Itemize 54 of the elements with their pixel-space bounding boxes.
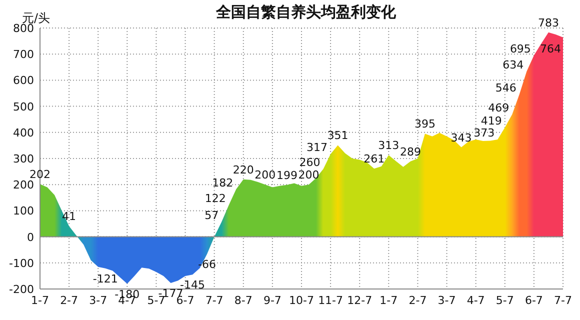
data-label: 317: [306, 141, 328, 154]
x-tick-label: 10-7: [289, 294, 314, 307]
y-tick-label: 800: [13, 22, 34, 35]
data-label: 261: [364, 152, 385, 166]
y-tick-label: 700: [13, 48, 34, 62]
chart-title: 全国自繁自养头均盈利变化: [215, 3, 397, 21]
data-label: 220: [232, 163, 254, 176]
y-tick-label: 600: [13, 74, 34, 88]
x-tick-label: 3-7: [438, 294, 456, 307]
data-label: 695: [510, 42, 531, 56]
x-tick-label: 4-7: [466, 294, 485, 307]
data-label: 260: [299, 156, 320, 169]
data-label: 783: [538, 16, 559, 30]
x-tick-label: 7-7: [554, 294, 572, 307]
x-tick-label: 1-7: [31, 294, 49, 307]
data-label: 313: [378, 139, 400, 152]
y-tick-label: 300: [13, 152, 34, 166]
x-tick-label: 1-7: [380, 294, 398, 307]
y-tick-label: 500: [13, 100, 34, 114]
data-label: 122: [204, 192, 226, 205]
y-tick-label: 400: [13, 126, 34, 140]
data-label: 634: [502, 58, 524, 72]
data-label: 351: [327, 129, 348, 142]
x-tick-label: 12-7: [347, 294, 372, 307]
x-tick-label: 2-7: [408, 294, 427, 307]
data-label: 202: [30, 168, 50, 182]
data-label: 373: [474, 126, 495, 140]
x-tick-label: 5-7: [496, 294, 514, 307]
data-label: 469: [488, 101, 510, 114]
x-tick-label: 3-7: [89, 294, 108, 307]
y-tick-label: -200: [9, 283, 34, 296]
data-label: 182: [212, 176, 234, 190]
x-tick-label: 6-7: [176, 294, 194, 307]
y-axis-title: 元/头: [22, 11, 50, 25]
data-label: 57: [204, 208, 219, 222]
x-tick-label: 11-7: [318, 294, 344, 307]
x-tick-label: 2-7: [60, 294, 78, 307]
data-label: 199: [276, 168, 298, 182]
y-tick-label: -100: [9, 256, 34, 270]
x-tick-label: 9-7: [263, 294, 282, 307]
data-label: 764: [540, 42, 561, 56]
data-label: 395: [414, 118, 436, 131]
data-label: 419: [480, 114, 502, 128]
data-label: 200: [298, 168, 320, 182]
x-tick-label: 8-7: [234, 294, 252, 307]
y-tick-label: 0: [27, 230, 34, 244]
data-label: 546: [495, 81, 516, 94]
y-tick-label: 200: [13, 178, 34, 192]
data-label: 200: [254, 168, 276, 182]
x-tick-label: 7-7: [205, 294, 224, 307]
data-label: 343: [450, 131, 472, 144]
x-tick-label: 6-7: [524, 294, 543, 307]
data-label: -121: [92, 272, 118, 286]
y-tick-label: 100: [13, 204, 34, 218]
